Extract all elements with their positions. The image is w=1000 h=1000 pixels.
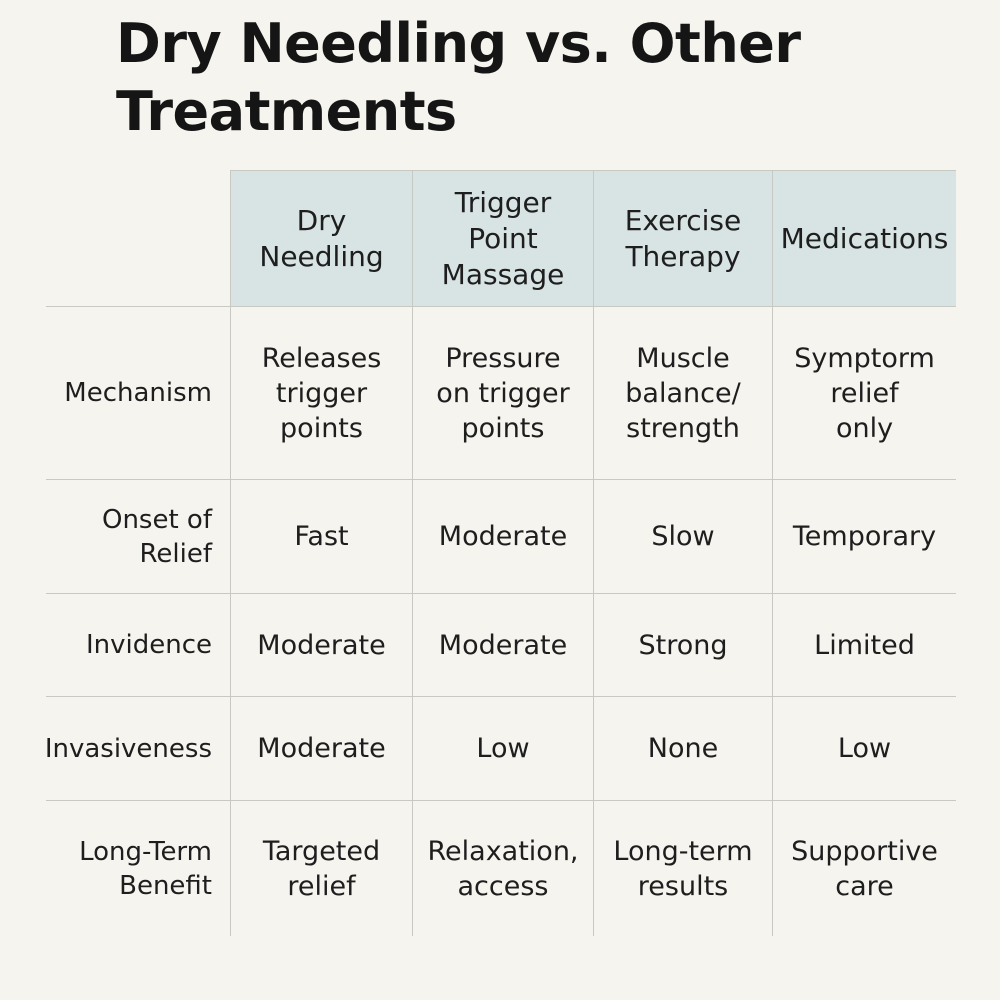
column-header-exercise-therapy: Exercise Therapy — [594, 170, 773, 307]
table-cell: Limited — [773, 594, 956, 697]
column-header-trigger-point-massage: Trigger Point Massage — [413, 170, 594, 307]
table-cell: Slow — [594, 480, 773, 594]
table-cell: Moderate — [413, 594, 594, 697]
table-cell: Symptorm relief only — [773, 307, 956, 480]
table-cell: Pressure on trigger points — [413, 307, 594, 480]
column-header-dry-needling: Dry Needling — [231, 170, 413, 307]
table-cell: Fast — [231, 480, 413, 594]
row-header-long-term-benefit: Long-Term Benefit — [46, 801, 231, 936]
table-cell: Long-term results — [594, 801, 773, 936]
row-header-invasiveness: Invasiveness — [45, 697, 231, 801]
table-cell: Supportive care — [791, 835, 938, 902]
table-cell: Strong — [594, 594, 773, 697]
table-cell: Moderate — [413, 480, 594, 594]
row-header-onset-of-relief: Onset of Relief — [46, 480, 231, 594]
table-cell: Releases trigger points — [231, 307, 413, 480]
page-title: Dry Needling vs. Other Treatments — [116, 12, 801, 143]
table-cell: Muscle balance/ strength — [594, 307, 773, 480]
column-header-medications: Medications — [773, 170, 956, 307]
comparison-table: Dry Needling Trigger Point Massage Exerc… — [45, 170, 956, 936]
table-cell: Moderate — [231, 594, 413, 697]
table-cell: Relaxation, access — [413, 801, 594, 936]
row-header-mechanism: Mechanism — [46, 307, 231, 480]
table-cell: Low — [773, 697, 956, 801]
row-header-evidence: Invidence — [46, 594, 231, 697]
table-corner-cell — [46, 170, 231, 307]
table-cell: Temporary — [773, 480, 956, 594]
table-cell: Targeted relief — [231, 801, 413, 936]
table-cell: None — [594, 697, 773, 801]
table-cell: Moderate — [231, 697, 413, 801]
table-cell: Low — [413, 697, 594, 801]
